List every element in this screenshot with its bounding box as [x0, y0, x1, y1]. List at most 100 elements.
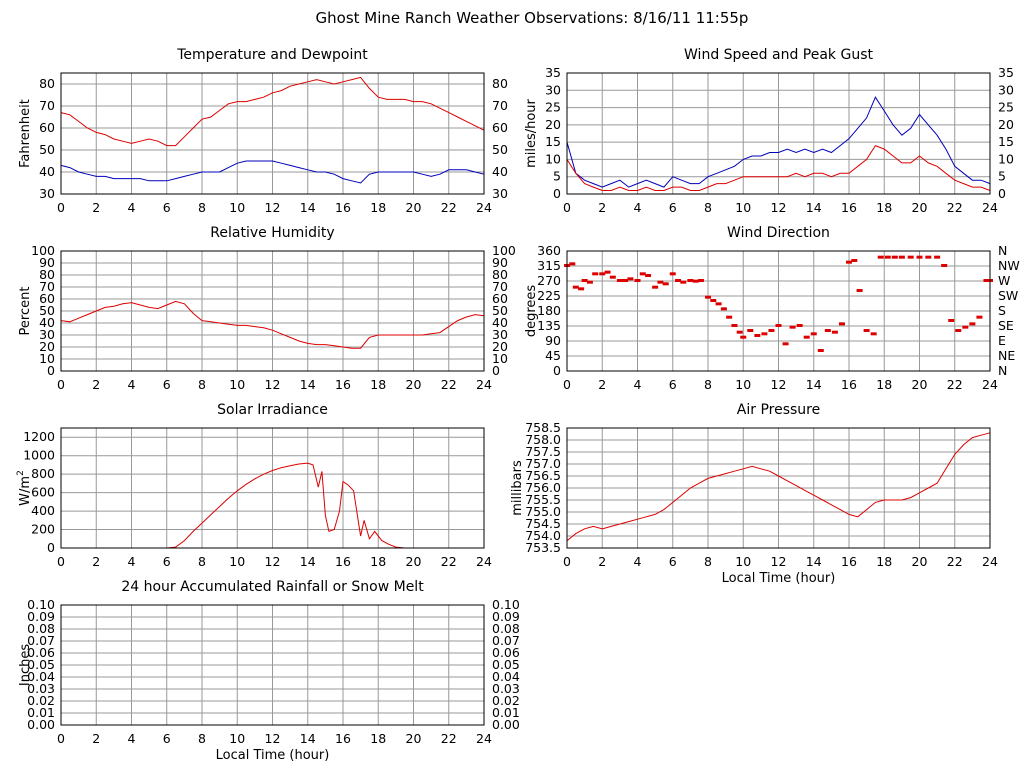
- data-point: [948, 319, 955, 322]
- right-y-tick-label: 0.07: [492, 633, 520, 648]
- x-tick-label: 20: [912, 377, 928, 392]
- x-tick-label: 10: [735, 200, 751, 215]
- data-point: [645, 274, 652, 277]
- x-tick-label: 16: [335, 200, 351, 215]
- right-y-tick-label: 70: [492, 279, 508, 294]
- rainfall-panel: 0 2 4 6 8 10 12 14 16 18 20 22 240.000.010.020.030.0…: [18, 579, 520, 763]
- x-tick-label: 2: [92, 731, 100, 746]
- y-tick-label: 135: [537, 318, 561, 333]
- data-point: [586, 280, 593, 284]
- x-tick-label: 20: [912, 554, 928, 569]
- plot-frame: [566, 250, 991, 372]
- y-tick-label: 100: [31, 243, 55, 258]
- right-y-tick-label: 80: [492, 76, 508, 91]
- x-tick-label: 8: [198, 731, 206, 746]
- y-axis-label: millibars: [510, 460, 525, 516]
- y-tick-label: 0.02: [27, 693, 55, 708]
- x-tick-label: 12: [771, 200, 787, 215]
- right-y-tick-label: 0.02: [492, 693, 520, 708]
- x-tick-label: 4: [634, 554, 642, 569]
- data-point: [599, 272, 606, 276]
- y-tick-label: 1000: [23, 448, 55, 463]
- x-tick-label: 20: [406, 377, 422, 392]
- chart-title: Relative Humidity: [210, 225, 334, 241]
- data-point: [627, 277, 634, 281]
- right-y-tick-label: 40: [492, 315, 508, 330]
- x-tick-label: 4: [634, 200, 642, 215]
- y-tick-label: 0.06: [27, 645, 55, 660]
- data-point: [983, 279, 990, 282]
- data-point: [863, 329, 870, 332]
- x-tick-label: 10: [229, 377, 245, 392]
- data-point: [941, 264, 948, 267]
- x-tick-label: 8: [198, 554, 206, 569]
- y-tick-label: 200: [31, 522, 55, 537]
- data-point: [796, 324, 803, 327]
- x-tick-label: 6: [163, 377, 171, 392]
- y-tick-label: 0.03: [27, 681, 55, 696]
- x-tick-label: 24: [982, 377, 998, 392]
- y-tick-label: 70: [39, 98, 55, 113]
- data-point: [976, 315, 983, 319]
- right-y-tick-label: 0.04: [492, 669, 520, 684]
- data-point: [692, 279, 699, 283]
- data-point: [662, 282, 669, 286]
- data-point: [572, 285, 579, 289]
- x-tick-label: 18: [370, 731, 386, 746]
- x-tick-label: 6: [163, 554, 171, 569]
- temperature-panel: 0 2 4 6 8 10 12 14 16 18 20 22 243040506070803040506…: [18, 47, 508, 215]
- data-point: [877, 255, 884, 259]
- series-line-0: [566, 96, 991, 188]
- y-tick-label: 30: [39, 327, 55, 342]
- x-tick-label: 10: [229, 554, 245, 569]
- y-tick-label: 20: [39, 339, 55, 354]
- x-tick-label: 12: [771, 554, 787, 569]
- x-tick-label: 16: [335, 377, 351, 392]
- x-tick-label: 16: [335, 731, 351, 746]
- x-tick-label: 24: [476, 377, 492, 392]
- data-point: [669, 272, 676, 276]
- x-tick-label: 12: [265, 731, 281, 746]
- x-tick-label: 2: [598, 377, 606, 392]
- x-tick-label: 14: [300, 200, 316, 215]
- y-tick-label: 0.04: [27, 669, 55, 684]
- x-tick-label: 0: [57, 554, 65, 569]
- right-y-tick-label: 100: [492, 243, 516, 258]
- data-point: [824, 329, 831, 332]
- y-tick-label: 754.5: [525, 516, 561, 531]
- y-tick-label: 50: [39, 142, 55, 157]
- chart-title: Temperature and Dewpoint: [176, 47, 368, 63]
- x-tick-label: 0: [563, 554, 571, 569]
- solar-panel: 0 2 4 6 8 10 12 14 16 18 20 22 240200400600800100012…: [16, 402, 492, 569]
- y-axis-label: Fahrenheit: [18, 99, 33, 168]
- x-tick-label: 22: [947, 377, 963, 392]
- y-tick-label: 50: [39, 303, 55, 318]
- right-y-tick-label: 50: [492, 142, 508, 157]
- y-tick-label: 0.09: [27, 609, 55, 624]
- x-tick-label: 4: [128, 377, 136, 392]
- right-y-tick-label: 10: [492, 351, 508, 366]
- x-tick-label: 0: [57, 377, 65, 392]
- y-tick-label: 756.5: [525, 468, 561, 483]
- right-y-tick-label: 15: [998, 134, 1014, 149]
- data-point: [652, 285, 659, 289]
- y-tick-label: 60: [39, 291, 55, 306]
- chart-title: 24 hour Accumulated Rainfall or Snow Mel…: [121, 579, 424, 595]
- data-point: [775, 324, 782, 327]
- series-line-1: [60, 160, 485, 184]
- plot-frame: [566, 72, 991, 195]
- data-point: [934, 255, 941, 259]
- data-point: [851, 259, 858, 262]
- data-point: [916, 255, 923, 259]
- data-point: [622, 279, 629, 282]
- right-y-tick-label: 25: [998, 100, 1014, 115]
- right-y-tick-label: 30: [492, 327, 508, 342]
- y-tick-label: 225: [537, 288, 561, 303]
- chart-title: Wind Speed and Peak Gust: [684, 47, 873, 63]
- x-tick-label: 6: [163, 731, 171, 746]
- data-point: [803, 335, 810, 339]
- data-point: [768, 329, 775, 332]
- x-tick-label: 22: [441, 731, 457, 746]
- x-tick-label: 22: [947, 200, 963, 215]
- y-tick-label: 0: [47, 540, 55, 555]
